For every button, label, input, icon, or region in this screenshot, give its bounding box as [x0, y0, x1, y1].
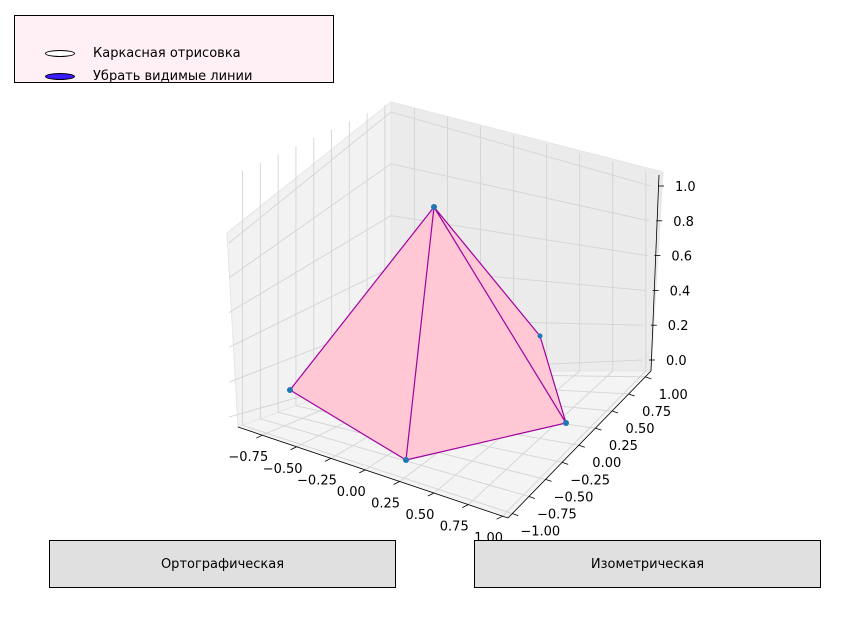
tick-y	[595, 427, 602, 431]
grid-line-z	[228, 111, 652, 244]
tick-label-y: 1.00	[659, 388, 688, 403]
tick-label-x: 0.75	[440, 520, 469, 535]
tick-label-y: 0.25	[609, 439, 638, 454]
tick-y	[611, 410, 619, 414]
y-axis-line	[507, 370, 652, 519]
vertex-back	[537, 333, 543, 339]
grid-line-y-floor	[242, 424, 513, 515]
tick-label-z: 0.4	[670, 284, 691, 299]
radio-wireframe[interactable]: Каркасная отрисовка	[45, 43, 241, 63]
tick-label-z: 0.2	[668, 319, 689, 334]
tick-y	[528, 496, 536, 499]
grid-line-x-floor	[467, 370, 614, 505]
grid-line-z	[228, 215, 648, 313]
axis-tick-labels: −0.75−0.50−0.250.000.250.500.751.001.000…	[228, 180, 695, 546]
tick-y	[645, 376, 652, 380]
pyramid-vertices	[287, 204, 569, 463]
grid-line-y-floor	[260, 418, 530, 497]
tick-label-z: 0.6	[671, 250, 692, 265]
tick-x	[496, 515, 503, 520]
orthographic-button-label: Ортографическая	[160, 556, 285, 572]
render-mode-radio-group: Каркасная отрисовка Убрать видимые линии	[14, 15, 334, 86]
axis-ticks	[256, 185, 664, 520]
tick-label-x: 0.00	[337, 485, 366, 500]
radio-hide-lines-label: Убрать видимые линии	[93, 68, 253, 84]
isometric-button[interactable]: Изометрическая	[474, 540, 821, 588]
tick-label-y: −0.25	[570, 473, 610, 488]
tick-label-y: −0.75	[537, 508, 577, 523]
tick-label-x: −0.75	[228, 450, 268, 465]
vertex-left	[287, 387, 293, 393]
tick-label-y: 0.75	[642, 405, 671, 420]
tick-x	[462, 504, 469, 508]
tick-y	[578, 444, 585, 448]
tick-label-z: 0.8	[673, 215, 694, 230]
tick-label-z: 1.0	[675, 180, 696, 195]
x-axis-line	[237, 426, 509, 519]
z-axis-line	[650, 174, 660, 372]
radio-hide-lines-marker[interactable]	[45, 72, 75, 80]
tick-x	[290, 446, 297, 451]
radio-wireframe-label: Каркасная отрисовка	[93, 45, 241, 61]
radio-wireframe-marker[interactable]	[45, 49, 75, 57]
pyramid-surface	[289, 204, 567, 461]
tick-x	[427, 492, 435, 497]
tick-y	[562, 461, 569, 465]
vertex-apex	[431, 204, 437, 210]
tick-label-x: 0.25	[371, 496, 400, 511]
tick-x	[359, 469, 366, 474]
tick-label-y: −0.50	[554, 490, 594, 505]
tick-y	[628, 393, 635, 397]
isometric-button-label: Изометрическая	[590, 556, 705, 572]
tick-label-y: 0.50	[626, 422, 655, 437]
tick-label-y: 0.00	[592, 456, 621, 471]
pyramid-edges	[289, 204, 435, 461]
tick-label-x: −0.50	[263, 462, 303, 477]
tick-x	[256, 434, 263, 439]
radio-hide-visible-lines[interactable]: Убрать видимые линии	[45, 66, 252, 86]
tick-label-y: −1.00	[520, 525, 560, 540]
grid-line-x-floor	[502, 370, 647, 517]
grid-line-z	[228, 163, 650, 279]
tick-x	[324, 457, 332, 462]
tick-y	[512, 513, 519, 516]
orthographic-button[interactable]: Ортографическая	[49, 540, 396, 588]
vertex-right	[563, 420, 569, 426]
tick-x	[393, 481, 400, 485]
vertex-front	[403, 457, 409, 463]
tick-label-z: 0.0	[666, 354, 687, 369]
tick-label-x: −0.25	[297, 473, 337, 488]
tick-label-x: 0.50	[405, 508, 434, 523]
tick-y	[545, 479, 552, 482]
